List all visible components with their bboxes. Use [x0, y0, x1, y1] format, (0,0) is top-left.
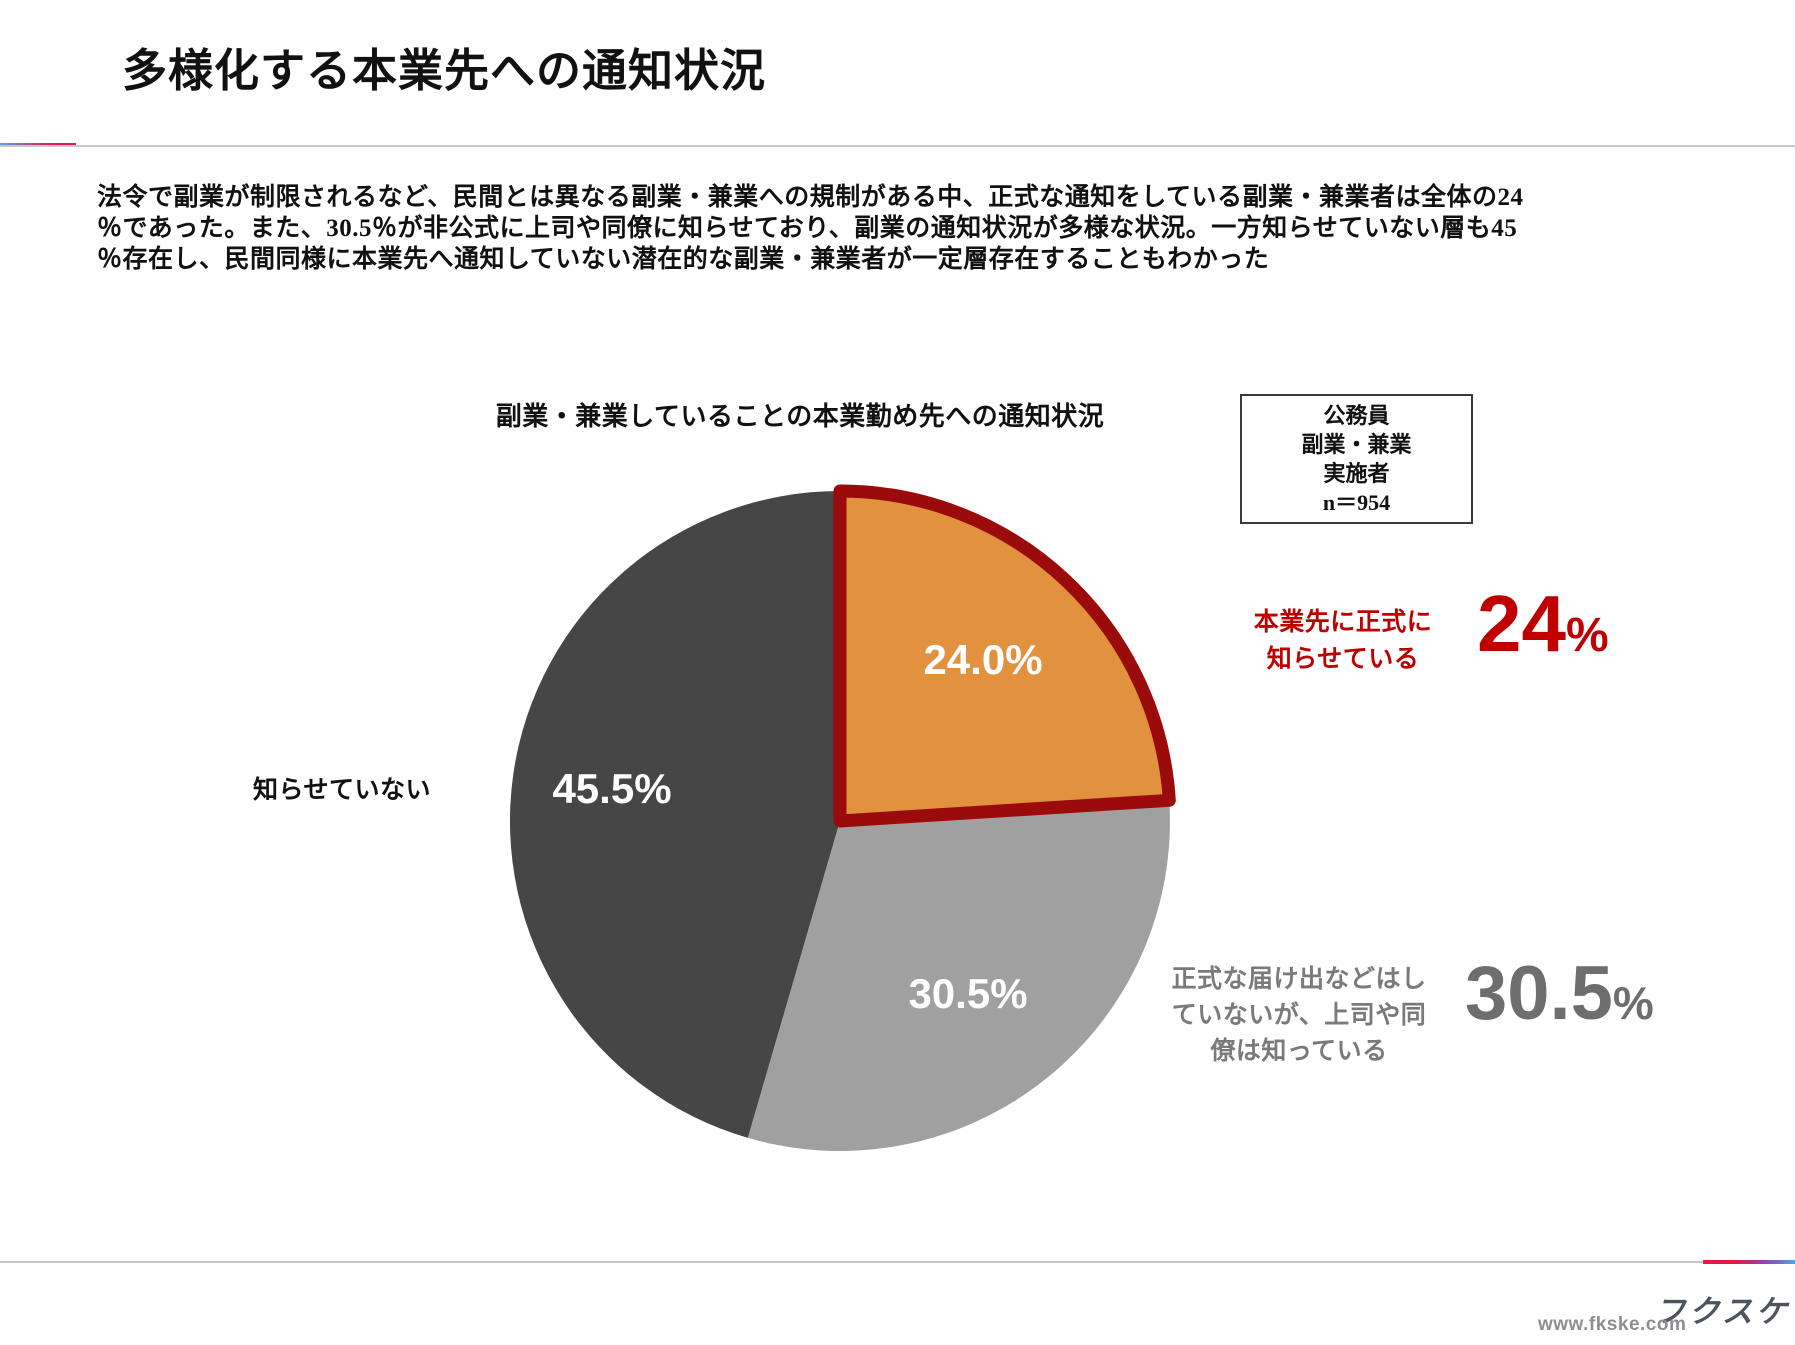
label-not-notified: 知らせていない [253, 777, 432, 804]
page-title: 多様化する本業先への通知状況 [122, 46, 767, 96]
value-informal-number: 30.5 [1465, 951, 1613, 1036]
pie-slice-formally-notified [833, 484, 1176, 828]
value-informally-known: 30.5 % [1465, 956, 1654, 1032]
pie-slice-not-notified [509, 490, 840, 1138]
footer-url: www.fkske.com [1538, 1314, 1687, 1335]
chart-title: 副業・兼業していることの本業勤め先への通知状況 [495, 402, 1105, 431]
pie-slice-informally-known [747, 800, 1170, 1151]
footer-accent-rule [1703, 1260, 1795, 1264]
header-divider-rule [0, 145, 1795, 147]
pie-label-none: 45.5% [552, 765, 672, 812]
value-informal-percent-sign: % [1612, 977, 1654, 1029]
value-formally-notified: 24 % [1477, 584, 1609, 664]
value-formal-percent-sign: % [1565, 609, 1609, 662]
pie-label-formal: 24.0% [923, 636, 1043, 683]
label-formally-notified: 本業先に正式に 知らせている [1253, 609, 1433, 673]
lead-paragraph: 法令で副業が制限されるなど、民間とは異なる副業・兼業への規制がある中、正式な通知… [97, 184, 1524, 273]
footer-divider-rule [0, 1261, 1795, 1263]
value-formal-number: 24 [1477, 579, 1566, 668]
sample-size-text: 公務員 副業・兼業 実施者 n＝954 [1301, 403, 1412, 515]
label-informally-known: 正式な届け出などはし ていないが、上司や同 僚は知っている [1171, 966, 1427, 1065]
sample-size-box: 公務員 副業・兼業 実施者 n＝954 [1240, 394, 1473, 524]
pie-label-informal: 30.5% [908, 970, 1028, 1017]
